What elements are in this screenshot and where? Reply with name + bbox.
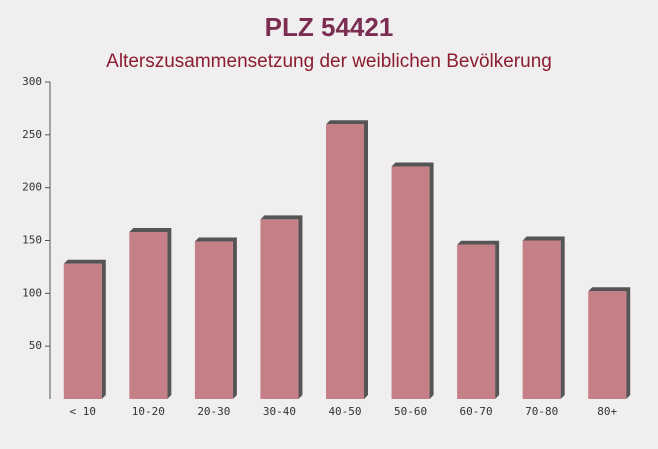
y-tick-label: 150: [22, 234, 42, 247]
bar: [588, 291, 627, 399]
bar: [326, 124, 364, 400]
x-tick-label: 30-40: [263, 405, 296, 418]
chart-title: PLZ 54421: [265, 12, 394, 42]
x-tick-label: 70-80: [525, 405, 558, 418]
chart-subtitle: Alterszusammensetzung der weiblichen Bev…: [106, 51, 552, 72]
x-tick-label: 20-30: [197, 405, 230, 418]
bar: [129, 232, 168, 399]
bar: [194, 241, 233, 399]
bar: [260, 219, 299, 399]
y-tick-label: 200: [22, 181, 42, 194]
x-tick-label: < 10: [70, 405, 97, 418]
bar: [391, 166, 430, 399]
x-tick-label: 10-20: [132, 405, 165, 418]
y-tick-label: 250: [22, 128, 42, 141]
bar: [522, 240, 561, 399]
y-tick-label: 50: [29, 339, 42, 352]
x-tick-label: 80+: [597, 405, 617, 418]
bar: [63, 263, 102, 399]
x-tick-label: 40-50: [328, 405, 361, 418]
y-tick-label: 100: [22, 286, 42, 299]
x-tick-label: 50-60: [394, 405, 427, 418]
bar: [457, 244, 496, 399]
x-tick-label: 60-70: [460, 405, 493, 418]
y-tick-label: 300: [22, 75, 42, 88]
